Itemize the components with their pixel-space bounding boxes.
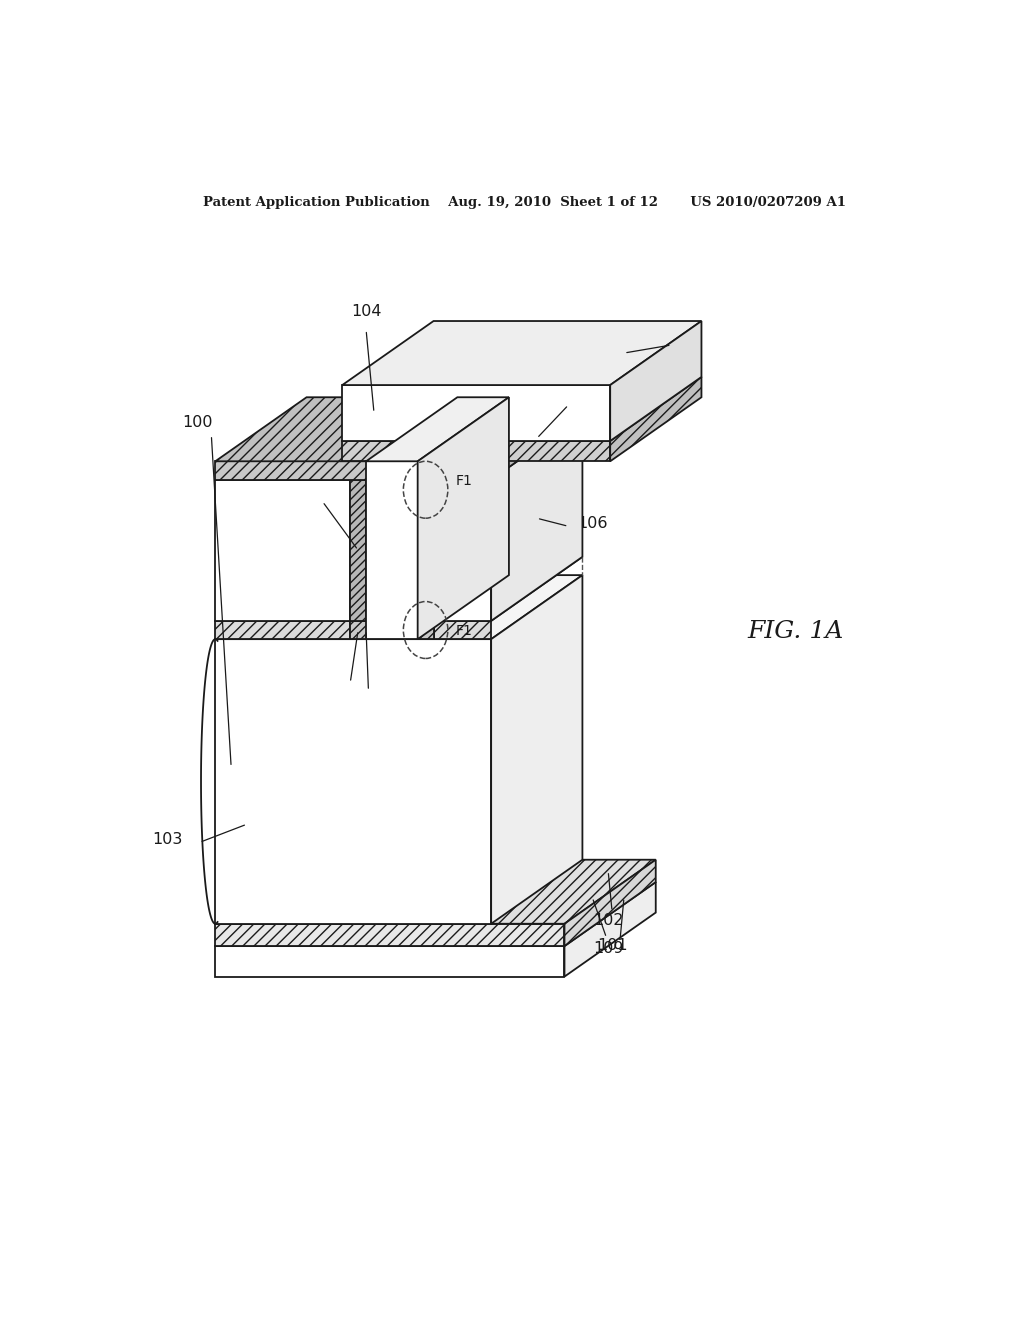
Polygon shape	[342, 378, 701, 441]
Polygon shape	[433, 479, 492, 620]
Polygon shape	[564, 882, 655, 977]
Text: 103: 103	[153, 833, 183, 847]
Polygon shape	[215, 416, 583, 479]
Text: F1: F1	[456, 474, 473, 487]
Polygon shape	[215, 882, 655, 946]
Text: 100: 100	[182, 416, 212, 430]
Text: 108: 108	[354, 694, 385, 709]
Text: 105: 105	[284, 482, 314, 498]
Polygon shape	[215, 859, 655, 924]
Polygon shape	[215, 576, 583, 639]
Polygon shape	[418, 397, 509, 639]
Polygon shape	[433, 620, 492, 639]
Polygon shape	[367, 461, 418, 639]
Polygon shape	[433, 557, 583, 620]
Polygon shape	[492, 576, 583, 924]
Text: 102: 102	[593, 912, 624, 928]
Polygon shape	[342, 321, 701, 385]
Polygon shape	[350, 479, 367, 620]
Polygon shape	[215, 639, 492, 924]
Polygon shape	[215, 397, 583, 461]
Polygon shape	[492, 416, 583, 620]
Text: F1: F1	[456, 624, 473, 638]
Polygon shape	[215, 479, 350, 620]
Polygon shape	[215, 461, 492, 479]
Text: 109: 109	[593, 941, 624, 956]
Text: 105: 105	[327, 684, 357, 700]
Polygon shape	[215, 924, 564, 946]
Text: 101: 101	[597, 939, 628, 953]
Text: 102: 102	[673, 333, 702, 348]
Polygon shape	[342, 385, 610, 441]
Polygon shape	[564, 859, 655, 946]
Polygon shape	[215, 557, 441, 620]
Polygon shape	[610, 321, 701, 441]
Text: 104: 104	[351, 305, 381, 319]
Polygon shape	[492, 397, 583, 479]
Text: 109: 109	[578, 385, 607, 401]
Polygon shape	[342, 441, 610, 461]
Text: Patent Application Publication    Aug. 19, 2010  Sheet 1 of 12       US 2010/020: Patent Application Publication Aug. 19, …	[204, 195, 846, 209]
Polygon shape	[610, 378, 701, 461]
Text: FIG. 1A: FIG. 1A	[748, 619, 843, 643]
Text: 106: 106	[578, 516, 607, 532]
Polygon shape	[350, 620, 433, 639]
Polygon shape	[418, 479, 433, 620]
Polygon shape	[215, 946, 564, 977]
Polygon shape	[367, 397, 509, 461]
Polygon shape	[215, 620, 350, 639]
